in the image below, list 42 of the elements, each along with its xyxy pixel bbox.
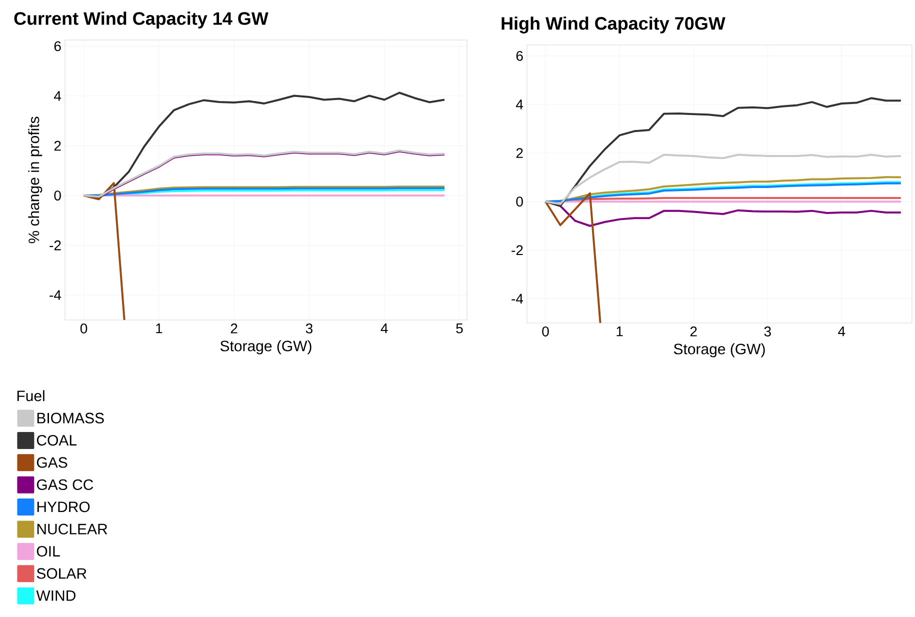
x-tick-label: 1 <box>616 326 623 336</box>
x-tick-label: 2 <box>230 324 238 334</box>
x-axis-title: Storage (GW) <box>674 343 765 358</box>
legend-label: GAS CC <box>36 479 94 490</box>
legend-title: Fuel <box>17 390 44 402</box>
legend-label: SOLAR <box>36 568 86 579</box>
legend-label: NUCLEAR <box>37 524 108 534</box>
y-tick-label: -4 <box>512 294 524 304</box>
x-tick-label: 2 <box>690 326 697 336</box>
chart-title: High Wind Capacity 70GW <box>502 16 726 34</box>
legend-label: WIND <box>36 590 76 601</box>
x-tick-label: 3 <box>306 324 312 334</box>
chart-title: Current Wind Capacity 14 GW <box>14 12 268 28</box>
y-tick-label: -4 <box>50 290 62 300</box>
y-tick-label: 4 <box>54 91 62 101</box>
line-series <box>82 92 446 198</box>
y-tick-label: 2 <box>54 140 61 151</box>
line-series <box>544 97 902 207</box>
y-axis-title: % change in profits <box>28 116 42 244</box>
legend-label: OIL <box>36 546 60 557</box>
legend-label: BIOMASS <box>37 412 104 424</box>
x-tick-label: 4 <box>380 324 388 334</box>
line-series <box>544 192 602 323</box>
y-tick-label: -2 <box>50 240 61 250</box>
y-tick-label: 4 <box>516 100 524 110</box>
y-tick-label: 6 <box>54 41 61 52</box>
x-axis-title: Storage (GW) <box>220 340 312 354</box>
y-tick-label: 0 <box>516 196 523 207</box>
x-tick-label: 1 <box>156 324 162 334</box>
y-tick-label: 6 <box>516 50 523 61</box>
y-tick-label: -2 <box>512 245 523 256</box>
x-tick-label: 0 <box>542 326 549 336</box>
y-tick-label: 2 <box>516 148 523 158</box>
legend-label: HYDRO <box>37 502 90 512</box>
y-tick-label: 0 <box>54 190 61 201</box>
x-tick-label: 4 <box>838 326 846 336</box>
legend-label: GAS <box>36 457 68 468</box>
x-tick-label: 0 <box>80 324 88 334</box>
x-tick-label: 5 <box>456 324 463 334</box>
x-tick-label: 3 <box>764 326 771 336</box>
line-series <box>82 182 126 320</box>
legend-label: COAL <box>36 434 77 446</box>
